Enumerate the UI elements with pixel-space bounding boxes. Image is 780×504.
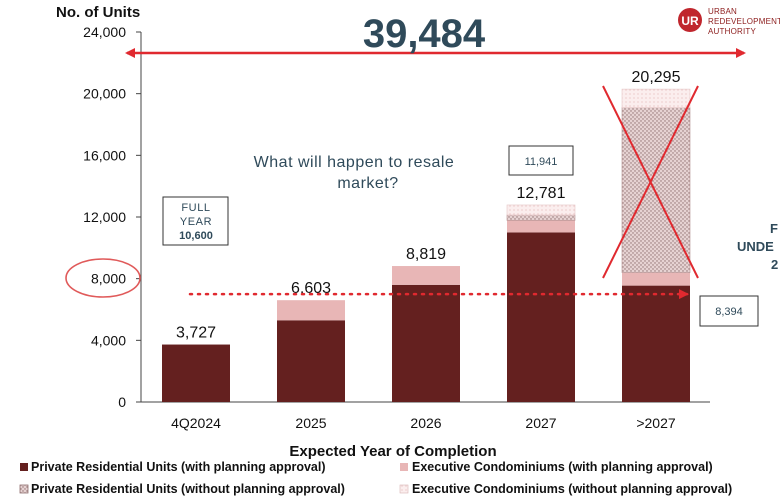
y-tick-label: 0 xyxy=(118,394,126,410)
y-tick-label: 24,000 xyxy=(83,24,126,40)
legend-swatch-private-without xyxy=(19,484,29,494)
bar-segment-2 xyxy=(277,300,345,321)
bar-segment-1 xyxy=(162,344,230,402)
cross-line-2 xyxy=(602,85,699,279)
x-tick-label: 2027 xyxy=(525,415,556,431)
total-label: 12,781 xyxy=(517,185,566,202)
x-tick-label: 2026 xyxy=(410,415,441,431)
total-label: 20,295 xyxy=(632,69,681,86)
y-tick-label: 8,000 xyxy=(91,271,126,287)
bar-segment-2 xyxy=(622,272,690,286)
cutoff-text-1: F xyxy=(770,221,778,236)
ura-logo-mark: UR xyxy=(681,14,699,28)
circle-highlight-8000 xyxy=(65,258,141,298)
y-tick-labels: 0 4,000 8,000 12,000 16,000 20,000 24,000 xyxy=(83,24,141,410)
box-right-annotation xyxy=(699,295,759,327)
total-labels: 3,727 6,603 8,819 12,781 20,295 xyxy=(176,69,681,341)
total-label: 8,819 xyxy=(406,246,446,263)
legend-swatch-ec-with xyxy=(400,463,408,471)
full-year-line-1: FULL xyxy=(181,202,210,214)
legend: Private Residential Units (with planning… xyxy=(19,460,732,496)
question-line-1: What will happen to resale xyxy=(254,154,455,171)
legend-label-ec-with: Executive Condominiums (with planning ap… xyxy=(412,460,713,474)
bar-segment-3 xyxy=(621,107,691,273)
bar-segment-4 xyxy=(506,204,576,216)
full-year-line-3: 10,600 xyxy=(179,230,213,242)
y-tick-label: 20,000 xyxy=(83,86,126,102)
bar-segment-1 xyxy=(507,232,575,402)
full-year-line-2: YEAR xyxy=(180,216,212,228)
bar-segment-2 xyxy=(392,266,460,285)
y-tick-label: 4,000 xyxy=(91,332,126,348)
box-right-value: 8,394 xyxy=(715,306,743,318)
ura-logo: UR URBAN REDEVELOPMENT AUTHORITY xyxy=(678,7,780,36)
bar-segment-4 xyxy=(621,88,691,108)
x-tick-labels: 4Q2024 2025 2026 2027 >2027 xyxy=(171,415,676,431)
y-tick-label: 12,000 xyxy=(83,209,126,225)
bar-segment-2 xyxy=(507,220,575,233)
box-2027-value: 11,941 xyxy=(525,156,558,168)
full-year-box xyxy=(162,196,229,246)
x-tick-label: 2025 xyxy=(295,415,326,431)
ura-logo-line-2: REDEVELOPMENT xyxy=(708,17,780,26)
y-tick-label: 16,000 xyxy=(83,147,126,163)
ura-logo-line-3: AUTHORITY xyxy=(708,27,756,36)
box-2027-annotation xyxy=(508,145,574,176)
legend-label-ec-without: Executive Condominiums (without planning… xyxy=(412,482,732,496)
legend-swatch-ec-without xyxy=(399,484,409,494)
ura-logo-line-1: URBAN xyxy=(708,7,737,16)
bar-stacks xyxy=(162,88,691,402)
bar-segment-1 xyxy=(392,284,460,402)
cutoff-text-2: UNDE xyxy=(737,239,774,254)
ura-logo-icon xyxy=(678,8,702,32)
y-axis-title: No. of Units xyxy=(56,4,140,21)
total-label: 3,727 xyxy=(176,325,216,342)
x-tick-label: 4Q2024 xyxy=(171,415,221,431)
legend-label-private-without: Private Residential Units (without plann… xyxy=(31,482,345,496)
bar-segment-3 xyxy=(506,214,576,221)
bar-segment-1 xyxy=(622,285,690,402)
x-axis-title: Expected Year of Completion xyxy=(289,443,496,460)
cutoff-text-3: 2 xyxy=(771,257,778,272)
x-tick-label: >2027 xyxy=(636,415,676,431)
bar-segment-1 xyxy=(277,320,345,402)
legend-swatch-private-with xyxy=(20,463,28,471)
question-line-2: market? xyxy=(337,175,398,192)
total-label: 6,603 xyxy=(291,280,331,297)
headline-total: 39,484 xyxy=(363,12,486,56)
legend-label-private-with: Private Residential Units (with planning… xyxy=(31,460,326,474)
